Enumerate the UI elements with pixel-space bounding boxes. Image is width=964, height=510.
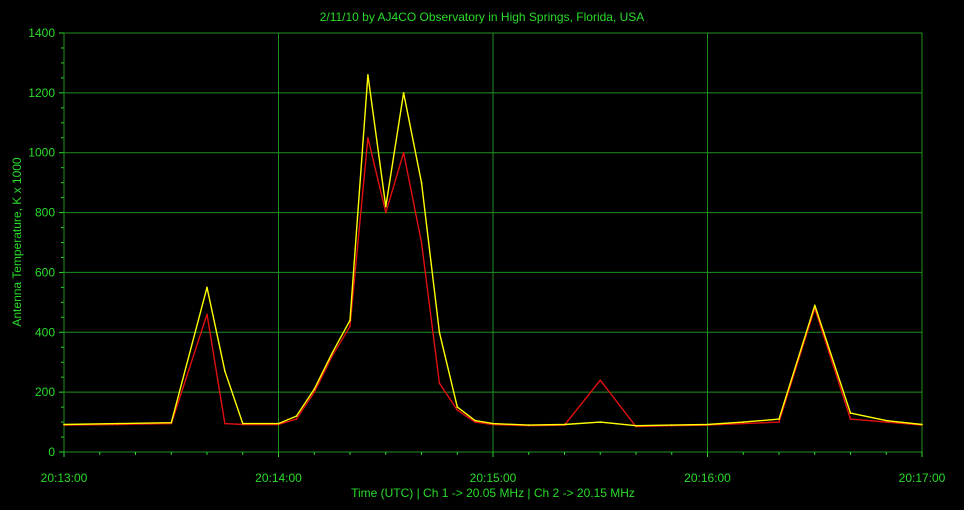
data-point (885, 421, 888, 423)
data-point (420, 181, 423, 184)
data-point (402, 92, 405, 94)
data-point (813, 304, 816, 307)
data-point (420, 241, 423, 244)
data-point (492, 422, 494, 425)
data-point (474, 419, 476, 422)
data-point (438, 382, 441, 384)
data-point (742, 421, 745, 423)
data-point (527, 424, 530, 426)
data-point (206, 286, 208, 289)
data-point (331, 352, 333, 355)
data-point (277, 422, 280, 425)
data-point (921, 423, 923, 426)
y-tick-label: 1000 (28, 146, 55, 160)
data-point (331, 355, 333, 358)
data-point (456, 409, 459, 411)
data-point (313, 391, 316, 393)
data-point (670, 424, 673, 426)
y-tick-label: 400 (35, 325, 55, 339)
data-point (599, 421, 602, 423)
data-point (295, 415, 298, 417)
data-point (170, 421, 173, 424)
data-point (224, 422, 226, 425)
data-point (367, 74, 369, 76)
data-point (438, 331, 441, 334)
data-point (778, 421, 780, 423)
chart-title: 2/11/10 by AJ4CO Observatory in High Spr… (319, 10, 645, 24)
data-point (885, 419, 888, 422)
data-point (224, 370, 226, 372)
x-tick-label: 20:15:00 (470, 471, 517, 485)
data-point (349, 319, 351, 322)
x-tick-label: 20:13:00 (41, 471, 88, 485)
y-tick-label: 800 (35, 206, 55, 220)
y-tick-label: 1200 (28, 86, 55, 100)
data-point (474, 421, 476, 423)
data-point (706, 423, 709, 426)
data-point (367, 136, 369, 139)
data-point (563, 423, 566, 426)
x-axis-label: Time (UTC) | Ch 1 -> 20.05 MHz | Ch 2 ->… (351, 486, 635, 500)
data-point (849, 418, 852, 420)
x-tick-label: 20:16:00 (684, 471, 731, 485)
data-point (206, 313, 208, 316)
data-point (384, 211, 387, 214)
data-point (63, 423, 65, 426)
data-point (778, 418, 780, 420)
data-point (742, 422, 745, 425)
y-tick-label: 0 (48, 445, 55, 459)
data-point (635, 424, 637, 427)
data-point (349, 325, 351, 328)
data-point (849, 412, 852, 414)
y-tick-label: 600 (35, 265, 55, 279)
x-tick-label: 20:14:00 (255, 471, 302, 485)
y-tick-label: 1400 (28, 26, 55, 40)
x-tick-label: 20:17:00 (899, 471, 946, 485)
data-point (241, 422, 244, 425)
y-tick-label: 200 (35, 385, 55, 399)
data-point (402, 151, 405, 154)
data-point (295, 418, 298, 420)
data-point (313, 388, 316, 390)
data-point (456, 406, 459, 408)
data-point (116, 422, 119, 425)
data-point (384, 205, 387, 208)
data-point (599, 379, 602, 381)
